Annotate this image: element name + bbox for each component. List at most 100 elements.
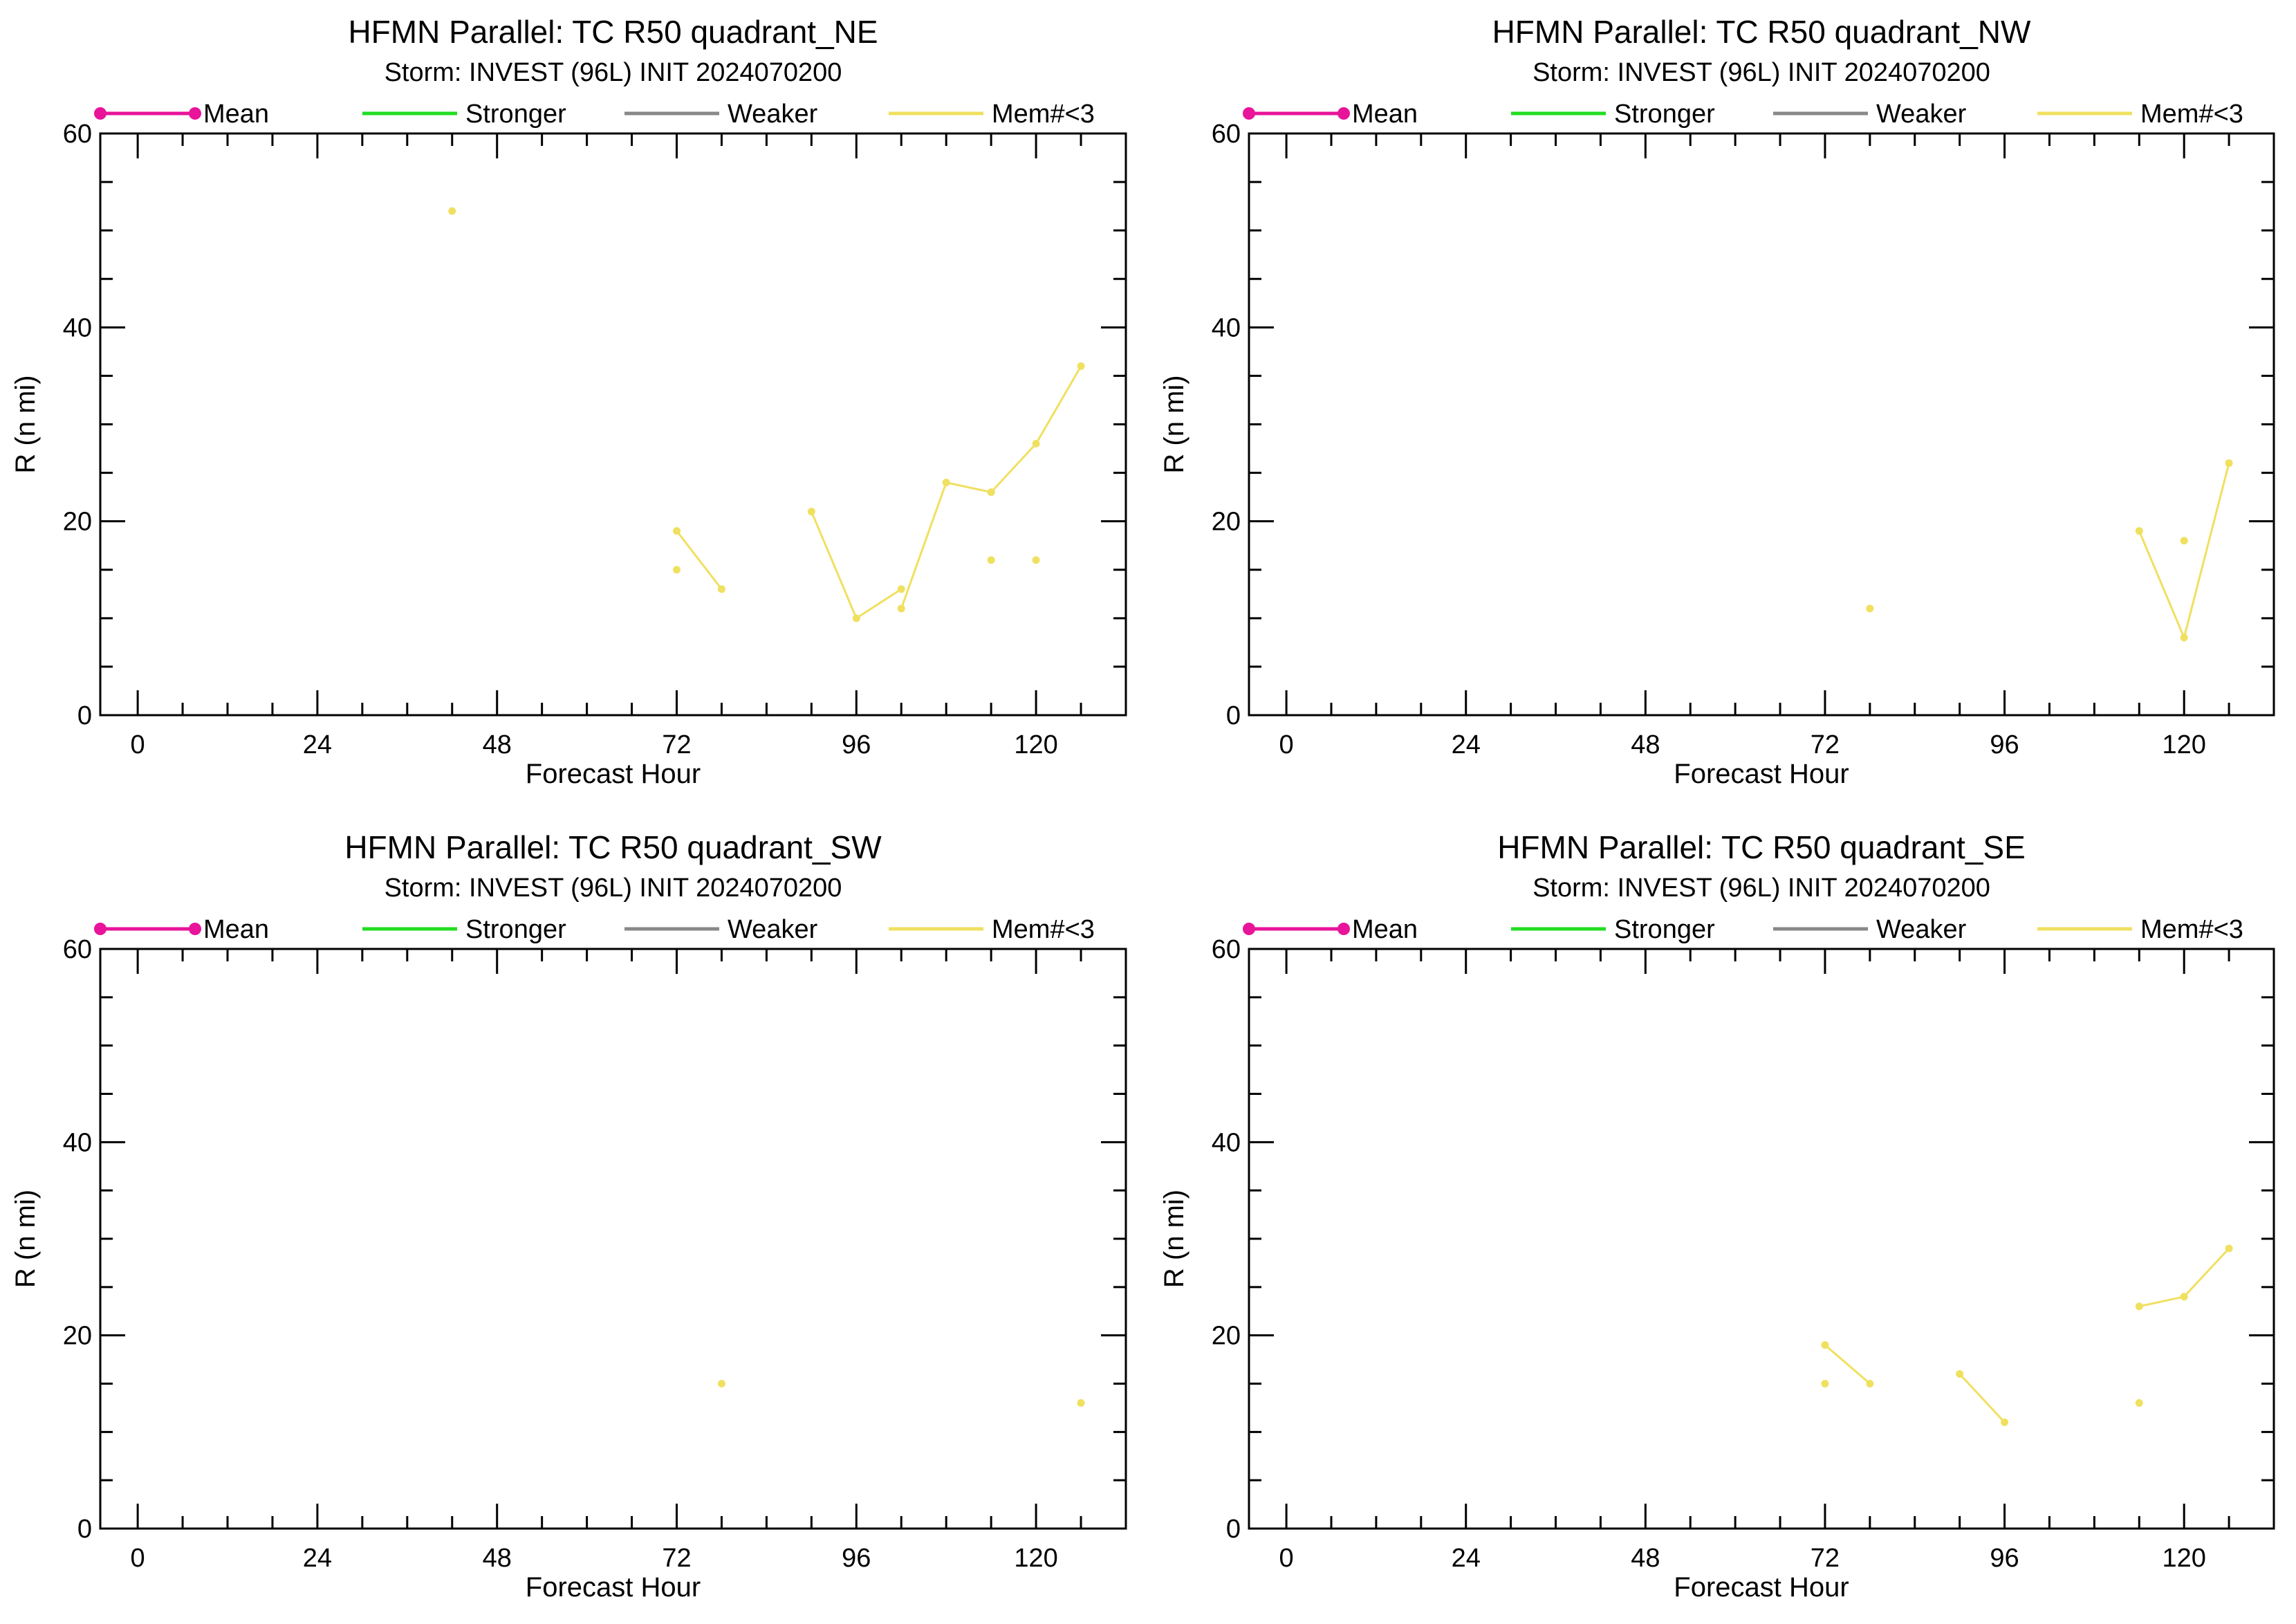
- y-tick-label: 0: [1226, 701, 1241, 730]
- y-tick-label: 40: [1212, 1128, 1241, 1157]
- x-tick-label: 72: [1811, 730, 1840, 759]
- y-tick-label: 60: [63, 120, 92, 149]
- legend: Mean Stronger Weaker Mem#<3: [1243, 915, 2243, 944]
- data-point: [852, 614, 860, 622]
- x-tick-label: 24: [1452, 730, 1481, 759]
- x-tick-label: 48: [1631, 730, 1660, 759]
- legend-item: Mem#<3: [2037, 100, 2243, 129]
- legend-item: Weaker: [1773, 100, 1967, 129]
- y-tick-label: 0: [77, 1515, 92, 1544]
- legend: Mean Stronger Weaker Mem#<3: [1243, 100, 2243, 129]
- chart-title: HFMN Parallel: TC R50 quadrant_NE: [348, 14, 878, 50]
- series-line: [1824, 1344, 1871, 1385]
- legend-marker: [1243, 923, 1255, 935]
- data-point: [897, 605, 905, 613]
- data-point: [987, 556, 995, 564]
- series-group: [717, 1380, 1085, 1407]
- legend-label: Weaker: [1876, 915, 1967, 944]
- legend-item: Mean: [1243, 915, 1418, 944]
- legend-label: Stronger: [1614, 915, 1715, 944]
- data-point: [1077, 362, 1085, 370]
- legend-label: Mem#<3: [2140, 915, 2243, 944]
- data-point: [1866, 605, 1874, 613]
- legend-item: Mean: [1243, 100, 1418, 129]
- legend: Mean Stronger Weaker Mem#<3: [94, 915, 1095, 944]
- y-tick-label: 0: [77, 701, 92, 730]
- y-axis-label: R (n mi): [10, 1190, 41, 1288]
- legend-label: Stronger: [465, 100, 566, 129]
- series-group: [1866, 459, 2233, 642]
- data-point: [2135, 527, 2143, 535]
- data-point: [717, 585, 725, 593]
- y-tick-label: 20: [63, 508, 92, 537]
- data-point: [2180, 537, 2188, 545]
- legend-label: Mem#<3: [992, 915, 1095, 944]
- y-tick-label: 20: [1212, 1322, 1241, 1351]
- legend-item: Mean: [94, 100, 269, 129]
- legend-marker: [189, 107, 201, 120]
- chart-panel: HFMN Parallel: TC R50 quadrant_NW Storm: …: [1159, 14, 2275, 789]
- legend-item: Weaker: [1773, 915, 1967, 944]
- legend-item: Weaker: [624, 100, 818, 129]
- chart-panel: HFMN Parallel: TC R50 quadrant_SE Storm: …: [1159, 829, 2275, 1603]
- x-axis-label: Forecast Hour: [526, 1572, 701, 1603]
- x-tick-label: 96: [1990, 730, 2019, 759]
- series-group: [1821, 1244, 2233, 1426]
- chart-subtitle: Storm: INVEST (96L) INIT 2024070200: [385, 58, 842, 87]
- x-tick-label: 120: [1014, 1544, 1057, 1573]
- y-tick-label: 40: [63, 313, 92, 342]
- x-tick-label: 96: [1990, 1544, 2019, 1573]
- legend-label: Mem#<3: [2140, 100, 2243, 129]
- x-axis-label: Forecast Hour: [526, 759, 701, 789]
- data-point: [807, 508, 815, 516]
- x-tick-label: 96: [842, 1544, 871, 1573]
- data-point: [2180, 634, 2188, 642]
- legend-item: Stronger: [1511, 100, 1715, 129]
- legend: Mean Stronger Weaker Mem#<3: [94, 100, 1095, 129]
- legend-label: Weaker: [1876, 100, 1967, 129]
- legend-label: Mean: [203, 100, 269, 129]
- data-point: [1032, 440, 1040, 448]
- x-tick-label: 72: [662, 730, 691, 759]
- legend-label: Stronger: [465, 915, 566, 944]
- chart-panel: HFMN Parallel: TC R50 quadrant_SW Storm: …: [10, 829, 1127, 1603]
- y-tick-label: 40: [1212, 313, 1241, 342]
- data-point: [1077, 1399, 1085, 1407]
- y-axis-label: R (n mi): [1159, 1190, 1189, 1288]
- legend-item: Mean: [94, 915, 269, 944]
- series-group: [448, 207, 1085, 622]
- x-tick-label: 48: [483, 1544, 512, 1573]
- y-tick-label: 20: [63, 1322, 92, 1351]
- y-axis-label: R (n mi): [1159, 375, 1189, 473]
- legend-item: Mem#<3: [2037, 915, 2243, 944]
- x-tick-label: 24: [1452, 1544, 1481, 1573]
- x-tick-label: 120: [2162, 730, 2205, 759]
- legend-marker: [94, 923, 107, 935]
- x-axis-label: Forecast Hour: [1674, 1572, 1849, 1603]
- chart-subtitle: Storm: INVEST (96L) INIT 2024070200: [1533, 58, 1990, 87]
- y-tick-label: 60: [63, 935, 92, 964]
- x-tick-label: 120: [1014, 730, 1057, 759]
- chart-title: HFMN Parallel: TC R50 quadrant_NW: [1492, 14, 2031, 50]
- legend-label: Mem#<3: [992, 100, 1095, 129]
- legend-label: Weaker: [728, 100, 818, 129]
- data-point: [1956, 1370, 1964, 1378]
- legend-item: Stronger: [362, 100, 566, 129]
- legend-label: Stronger: [1614, 100, 1715, 129]
- x-tick-label: 0: [1279, 1544, 1294, 1573]
- y-axis-label: R (n mi): [10, 375, 41, 473]
- x-tick-label: 0: [1279, 730, 1294, 759]
- x-tick-label: 96: [842, 730, 871, 759]
- legend-item: Mem#<3: [889, 100, 1095, 129]
- data-point: [897, 585, 905, 593]
- data-point: [448, 207, 456, 215]
- x-tick-label: 72: [662, 1544, 691, 1573]
- x-tick-label: 72: [1811, 1544, 1840, 1573]
- data-point: [673, 566, 681, 574]
- y-tick-label: 20: [1212, 508, 1241, 537]
- x-tick-label: 120: [2162, 1544, 2205, 1573]
- data-point: [1821, 1341, 1829, 1349]
- chart-subtitle: Storm: INVEST (96L) INIT 2024070200: [385, 874, 842, 903]
- legend-marker: [94, 107, 107, 120]
- chart-title: HFMN Parallel: TC R50 quadrant_SE: [1497, 829, 2026, 865]
